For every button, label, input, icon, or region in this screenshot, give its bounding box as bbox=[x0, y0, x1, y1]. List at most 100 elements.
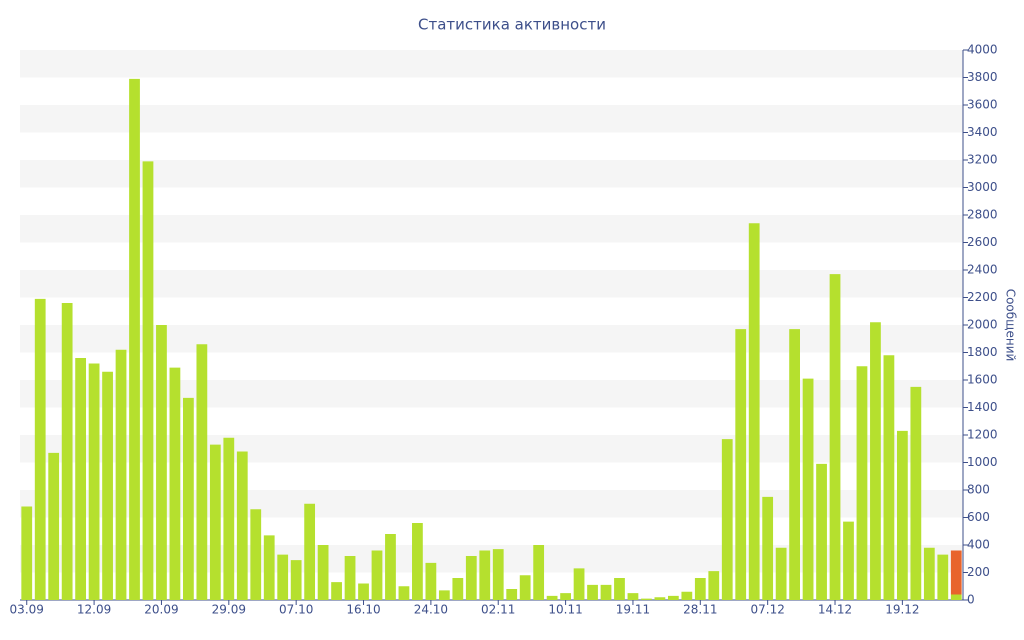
bar bbox=[802, 378, 814, 600]
x-tick-label: 07.12 bbox=[750, 603, 784, 617]
bar bbox=[183, 397, 194, 600]
y-axis-label: Сообщений bbox=[1004, 289, 1018, 362]
bar bbox=[950, 550, 962, 595]
bar bbox=[762, 496, 774, 600]
x-tick-label: 24.10 bbox=[414, 603, 448, 617]
bar bbox=[209, 444, 221, 600]
bar bbox=[937, 554, 949, 600]
bar bbox=[358, 583, 369, 600]
bar bbox=[48, 452, 60, 600]
y-tick-label: 200 bbox=[967, 565, 990, 579]
bar bbox=[115, 349, 127, 600]
y-tick-label: 400 bbox=[967, 538, 990, 552]
bar bbox=[681, 591, 693, 600]
bar bbox=[667, 595, 679, 600]
bar bbox=[923, 547, 935, 600]
bar bbox=[156, 325, 167, 600]
bar bbox=[519, 575, 531, 600]
bar bbox=[21, 506, 33, 600]
x-tick-label: 20.09 bbox=[144, 603, 178, 617]
bar bbox=[425, 562, 437, 600]
bar bbox=[829, 274, 841, 600]
chart-title: Статистика активности bbox=[418, 16, 606, 34]
bar bbox=[223, 437, 235, 600]
x-tick-label: 03.09 bbox=[10, 603, 44, 617]
y-tick-label: 1000 bbox=[967, 455, 998, 469]
grid-band bbox=[20, 325, 963, 353]
x-tick-label: 12.09 bbox=[77, 603, 111, 617]
bar bbox=[546, 595, 558, 600]
bar bbox=[721, 439, 733, 600]
x-tick-label: 19.12 bbox=[885, 603, 919, 617]
bar bbox=[344, 556, 356, 600]
bar bbox=[694, 578, 706, 600]
bar bbox=[412, 523, 423, 600]
bar bbox=[748, 223, 760, 600]
y-tick-label: 2200 bbox=[967, 290, 998, 304]
bar bbox=[560, 593, 571, 600]
y-tick-label: 3800 bbox=[967, 70, 998, 84]
x-tick-label: 28.11 bbox=[683, 603, 717, 617]
bar bbox=[506, 589, 518, 600]
bar bbox=[654, 597, 666, 600]
bar bbox=[88, 363, 100, 600]
y-tick-label: 800 bbox=[967, 483, 990, 497]
bar bbox=[533, 545, 545, 600]
bar bbox=[317, 545, 329, 600]
bar bbox=[290, 560, 302, 600]
bar bbox=[34, 298, 46, 600]
bar bbox=[627, 593, 639, 600]
bar bbox=[883, 355, 895, 600]
bar bbox=[465, 556, 477, 600]
bar bbox=[896, 430, 908, 600]
bar bbox=[479, 550, 491, 600]
grid-band bbox=[20, 270, 963, 298]
bar bbox=[304, 503, 316, 600]
bar bbox=[75, 358, 87, 600]
bar bbox=[843, 521, 854, 600]
bar bbox=[641, 598, 652, 600]
x-tick-label: 16.10 bbox=[346, 603, 380, 617]
bar bbox=[870, 322, 881, 600]
y-tick-label: 3200 bbox=[967, 153, 998, 167]
y-tick-label: 3400 bbox=[967, 125, 998, 139]
y-tick-label: 2400 bbox=[967, 263, 998, 277]
bar bbox=[331, 582, 342, 600]
x-tick-label: 19.11 bbox=[616, 603, 650, 617]
x-tick-label: 10.11 bbox=[548, 603, 582, 617]
bar bbox=[385, 534, 396, 600]
x-tick-label: 29.09 bbox=[212, 603, 246, 617]
bar bbox=[102, 371, 113, 600]
bar bbox=[492, 549, 504, 600]
bar bbox=[371, 550, 383, 600]
y-tick-label: 4000 bbox=[967, 43, 998, 57]
y-tick-label: 600 bbox=[967, 510, 990, 524]
y-tick-label: 2600 bbox=[967, 235, 998, 249]
bar bbox=[775, 547, 787, 600]
y-tick-label: 2800 bbox=[967, 208, 998, 222]
bar bbox=[573, 568, 585, 600]
bar bbox=[142, 161, 154, 600]
bar bbox=[277, 554, 289, 600]
y-tick-label: 1600 bbox=[967, 373, 998, 387]
bar bbox=[600, 584, 612, 600]
bar bbox=[910, 386, 922, 600]
x-tick-label: 02.11 bbox=[481, 603, 515, 617]
grid-band bbox=[20, 105, 963, 133]
grid-band bbox=[20, 160, 963, 188]
bar bbox=[816, 463, 827, 600]
bar bbox=[950, 594, 962, 600]
y-tick-label: 0 bbox=[967, 593, 975, 607]
grid-band bbox=[20, 215, 963, 243]
bar bbox=[708, 571, 720, 600]
bar bbox=[614, 578, 625, 600]
bar bbox=[452, 578, 464, 600]
y-tick-label: 1200 bbox=[967, 428, 998, 442]
bar bbox=[587, 584, 598, 600]
bar bbox=[250, 509, 262, 600]
y-tick-label: 1400 bbox=[967, 400, 998, 414]
y-tick-label: 1800 bbox=[967, 345, 998, 359]
bar bbox=[196, 344, 208, 600]
bar bbox=[263, 535, 275, 600]
